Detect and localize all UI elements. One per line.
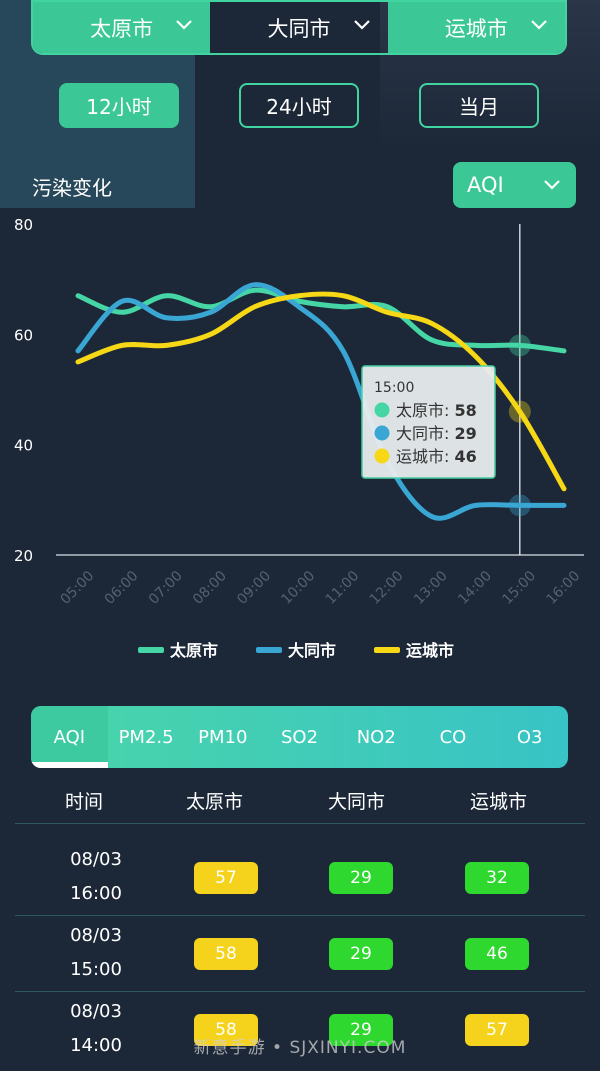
table-divider — [15, 991, 585, 992]
city-select-taiyuan[interactable]: 太原市 — [33, 2, 211, 53]
aqi-badge: 57 — [194, 862, 258, 894]
column-header-taiyuan: 太原市 — [186, 791, 244, 813]
tooltip-time: 15:00 — [374, 380, 414, 396]
x-tick-label: 08:00 — [190, 568, 230, 608]
x-tick-label: 16:00 — [544, 568, 584, 608]
table-row[interactable]: 08/03 16:00 57 29 32 — [0, 843, 600, 919]
tooltip-dot — [374, 448, 390, 464]
metric-select-label: AQI — [467, 173, 504, 197]
range-12h-button[interactable]: 12小时 — [59, 83, 179, 128]
tab-o3[interactable]: O3 — [516, 727, 543, 748]
tooltip-dot — [374, 425, 390, 441]
row-date: 08/03 — [70, 849, 122, 870]
x-tick-label: 15:00 — [499, 568, 539, 608]
aqi-badge: 58 — [194, 938, 258, 970]
x-tick-label: 07:00 — [146, 568, 186, 608]
row-hour: 15:00 — [70, 959, 122, 980]
table-divider — [15, 915, 585, 916]
legend-swatch — [374, 647, 400, 653]
city-label: 太原市 — [90, 16, 154, 41]
tab-so2[interactable]: SO2 — [280, 727, 319, 748]
table-divider — [15, 823, 585, 824]
tooltip-row: 运城市: 46 — [396, 447, 477, 466]
x-tick-label: 05:00 — [58, 568, 98, 608]
x-tick-label: 12:00 — [367, 568, 407, 608]
tab-aqi[interactable]: AQI — [31, 706, 108, 768]
aqi-badge: 57 — [465, 1014, 529, 1046]
series-line — [75, 287, 567, 354]
table-header: 时间 太原市 大同市 运城市 — [0, 783, 600, 823]
city-select-yuncheng[interactable]: 运城市 — [387, 2, 565, 53]
legend-label: 运城市 — [406, 641, 454, 660]
city-label: 大同市 — [267, 16, 331, 41]
row-hour: 14:00 — [70, 1035, 122, 1056]
legend-label: 太原市 — [169, 641, 218, 660]
row-time: 08/03 15:00 — [66, 919, 126, 987]
aqi-badge: 29 — [329, 1014, 393, 1046]
highlight-point — [508, 400, 531, 423]
x-tick-label: 13:00 — [411, 568, 451, 608]
table-row[interactable]: 08/03 15:00 58 29 46 — [0, 919, 600, 995]
row-time: 08/03 14:00 — [66, 995, 126, 1063]
range-month-button[interactable]: 当月 — [419, 83, 539, 128]
x-tick-label: 09:00 — [234, 568, 274, 608]
x-tick-label: 11:00 — [323, 568, 363, 608]
y-tick-label: 20 — [14, 547, 33, 565]
legend-swatch — [256, 647, 282, 653]
chevron-down-icon — [174, 15, 194, 35]
y-tick-label: 40 — [14, 437, 33, 455]
tab-no2[interactable]: NO2 — [356, 727, 396, 748]
legend-swatch — [138, 647, 164, 653]
tab-pm10[interactable]: PM10 — [198, 727, 248, 748]
tooltip-row: 大同市: 29 — [396, 424, 477, 443]
city-selector: 太原市 大同市 运城市 — [31, 0, 567, 55]
y-tick-label: 60 — [14, 326, 33, 344]
x-tick-label: 10:00 — [278, 568, 318, 608]
chevron-down-icon — [544, 180, 560, 190]
watermark: 新意手游 • SJXINYI.COM — [193, 1038, 407, 1058]
chevron-down-icon — [529, 15, 549, 35]
range-24h-button[interactable]: 24小时 — [239, 83, 359, 128]
x-tick-label: 14:00 — [455, 568, 495, 608]
city-select-datong[interactable]: 大同市 — [210, 2, 387, 53]
y-tick-label: 80 — [14, 216, 33, 234]
row-date: 08/03 — [70, 1001, 122, 1022]
tooltip-row: 太原市: 58 — [396, 401, 477, 420]
row-date: 08/03 — [70, 925, 122, 946]
column-header-time: 时间 — [65, 791, 104, 813]
tooltip-box — [361, 365, 496, 479]
tab-pm25[interactable]: PM2.5 — [118, 727, 174, 748]
aqi-badge: 46 — [465, 938, 529, 970]
highlight-point — [508, 334, 531, 357]
x-tick-label: 06:00 — [102, 568, 142, 608]
metric-select[interactable]: AQI — [453, 162, 576, 208]
row-hour: 16:00 — [70, 883, 122, 904]
series-line — [75, 282, 567, 521]
aqi-badge: 32 — [465, 862, 529, 894]
tooltip-dot — [374, 402, 390, 418]
table-row[interactable]: 08/03 14:00 58 29 57 — [0, 995, 600, 1071]
tab-co[interactable]: CO — [439, 727, 467, 748]
column-header-datong: 大同市 — [328, 791, 386, 813]
pollutant-tabs: AQI PM2.5 PM10 SO2 NO2 CO O3 — [31, 706, 568, 768]
legend-label: 大同市 — [288, 641, 336, 660]
highlight-point — [508, 494, 531, 517]
aqi-badge: 58 — [194, 1014, 258, 1046]
city-label: 运城市 — [444, 16, 508, 41]
aqi-badge: 29 — [329, 862, 393, 894]
chevron-down-icon — [352, 15, 372, 35]
row-time: 08/03 16:00 — [66, 843, 126, 911]
aqi-badge: 29 — [329, 938, 393, 970]
pollution-line-chart[interactable]: 20 40 60 80 05:00 06:00 07:00 08:00 09:00 10:00 11… — [0, 210, 600, 680]
column-header-yuncheng: 运城市 — [470, 791, 528, 813]
section-title: 污染变化 — [32, 176, 112, 200]
